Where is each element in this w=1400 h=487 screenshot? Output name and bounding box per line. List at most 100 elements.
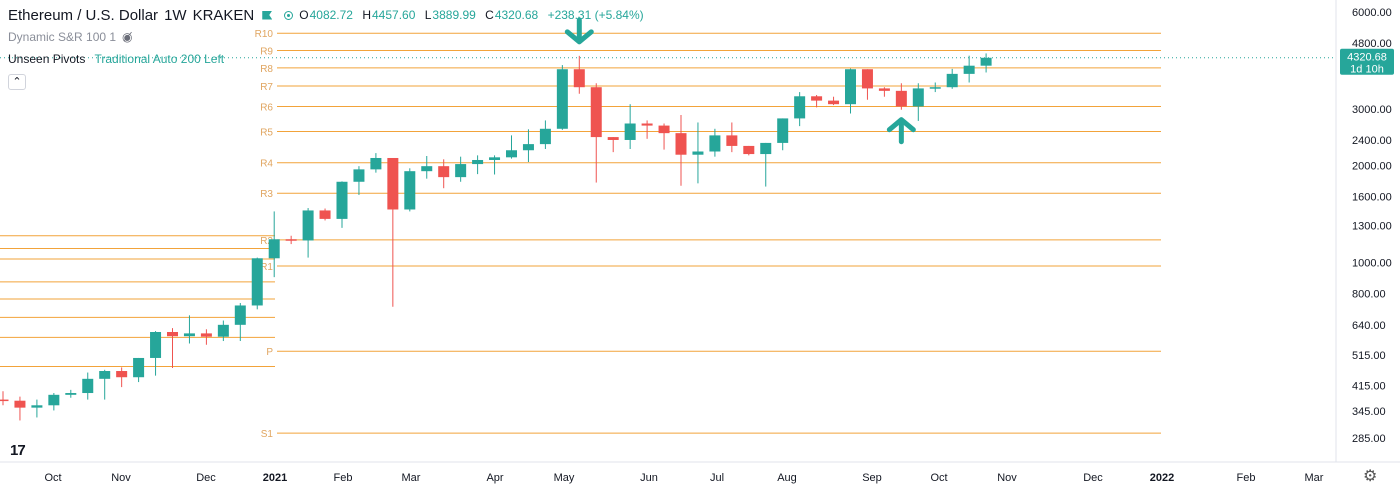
- time-tick-label: Dec: [196, 472, 216, 484]
- candle-body: [472, 159, 484, 165]
- time-tick-label: Nov: [997, 472, 1017, 484]
- price-tick-label: 1300.00: [1352, 221, 1392, 233]
- exchange-label[interactable]: KRAKEN: [192, 6, 255, 24]
- price-tick-label: 345.00: [1352, 406, 1386, 418]
- eye-off-icon[interactable]: ◉̸: [122, 30, 133, 44]
- flag-icon[interactable]: [262, 10, 273, 20]
- candle-body: [438, 166, 450, 178]
- candle-body: [845, 69, 856, 105]
- indicator-row-2[interactable]: Unseen Pivots Traditional Auto 200 Left: [8, 48, 656, 70]
- candle-body: [353, 169, 365, 182]
- close-value: 4320.68: [494, 8, 539, 22]
- price-tick-label: 1000.00: [1352, 257, 1392, 269]
- candle-body: [946, 73, 958, 88]
- price-tick-label: 800.00: [1352, 289, 1386, 301]
- gear-icon[interactable]: ⚙: [1363, 468, 1378, 485]
- candle-body: [217, 324, 229, 337]
- symbol-title[interactable]: Ethereum / U.S. Dollar: [8, 6, 159, 24]
- symbol-row[interactable]: Ethereum / U.S. Dollar 1W KRAKEN O4082.7…: [8, 4, 656, 26]
- candle-body: [590, 87, 602, 138]
- candle-body: [116, 371, 128, 378]
- indicator-params: Traditional Auto 200 Left: [94, 52, 225, 66]
- time-tick-label: May: [554, 472, 575, 484]
- candle-body: [539, 128, 551, 145]
- pivot-label: R7: [260, 82, 273, 93]
- candle-body: [726, 135, 738, 146]
- candle-body: [709, 135, 721, 152]
- candle-body: [421, 166, 433, 172]
- candle-body: [268, 239, 280, 259]
- candle-body: [285, 239, 297, 241]
- candle-body: [658, 125, 670, 134]
- tradingview-logo-icon: 17: [10, 442, 26, 459]
- low-value: 3889.99: [432, 8, 476, 22]
- price-tick-label: 6000.00: [1352, 7, 1392, 19]
- price-tick-label: 2400.00: [1352, 135, 1392, 147]
- pivot-label: R6: [260, 102, 273, 113]
- candle-body: [556, 69, 568, 129]
- candle-body: [302, 210, 314, 241]
- pivot-label: S1: [261, 429, 274, 440]
- pivot-label: R10: [255, 29, 274, 40]
- candle-body: [506, 150, 517, 158]
- candle-body: [624, 123, 636, 140]
- candle-body: [200, 333, 212, 337]
- chart-legend: Ethereum / U.S. Dollar 1W KRAKEN O4082.7…: [8, 4, 656, 70]
- time-tick-label: Oct: [930, 472, 947, 484]
- price-tick-label: 4800.00: [1352, 38, 1392, 50]
- interval-label[interactable]: 1W: [164, 6, 187, 24]
- ohlc-values: O4082.72 H4457.60 L3889.99 C4320.68 +238…: [299, 8, 644, 22]
- candle-body: [607, 137, 619, 140]
- pivot-label: R3: [260, 189, 273, 200]
- time-tick-label: Apr: [486, 472, 503, 484]
- time-tick-label: 2021: [263, 472, 287, 484]
- pivot-label: R5: [260, 127, 273, 138]
- candle-body: [828, 100, 840, 105]
- candle-body: [133, 357, 145, 378]
- pivot-label: R1: [260, 262, 273, 273]
- collapse-legend-button[interactable]: ⌃: [8, 74, 26, 90]
- candles: [0, 53, 992, 421]
- candle-body: [336, 181, 348, 219]
- candle-body: [760, 142, 772, 155]
- price-axis: 6000.00 4800.00 3000.00 2400.00 2000.00 1600.…: [1335, 0, 1394, 462]
- candle-body: [573, 69, 585, 88]
- time-tick-label: Sep: [862, 472, 882, 484]
- candle-body: [370, 157, 382, 170]
- time-tick-label: Jul: [710, 472, 724, 484]
- candle-body: [777, 118, 789, 143]
- candle-body: [929, 87, 941, 89]
- candle-body: [14, 400, 26, 408]
- candle-body: [167, 331, 178, 337]
- pivot-levels: R10 R9 R8 R7 R6 R5 R4 R3 R2 R1 P S1: [0, 29, 1161, 440]
- indicator-row-1[interactable]: Dynamic S&R 100 1 ◉̸: [8, 26, 656, 48]
- change-value: +238.31 (+5.84%): [547, 8, 644, 22]
- time-tick-label: Oct: [44, 472, 61, 484]
- time-tick-label: 2022: [1150, 472, 1174, 484]
- time-tick-label: Feb: [1237, 472, 1256, 484]
- price-tick-label: 515.00: [1352, 350, 1386, 362]
- candle-body: [99, 371, 111, 379]
- indicator-name[interactable]: Dynamic S&R 100 1: [8, 30, 117, 44]
- candle-body: [522, 144, 534, 151]
- candle-body: [692, 151, 704, 155]
- candle-body: [794, 96, 806, 119]
- pivot-label: R2: [260, 236, 273, 247]
- market-status-icon[interactable]: [284, 10, 294, 20]
- candle-body: [48, 394, 60, 406]
- time-axis: Oct Nov Dec 2021 Feb Mar Apr May Jun Jul Aug Sep Oct…: [0, 461, 1400, 484]
- candle-body: [234, 305, 246, 325]
- price-tick-label: 3000.00: [1352, 104, 1392, 116]
- candle-body: [65, 393, 77, 395]
- price-tick-label: 1600.00: [1352, 192, 1392, 204]
- indicator-name: Unseen Pivots: [8, 52, 86, 66]
- candle-body: [0, 399, 9, 402]
- candle-body: [31, 405, 43, 408]
- candle-body: [912, 88, 924, 107]
- signal-arrows: [564, 17, 916, 145]
- time-tick-label: Aug: [777, 472, 797, 484]
- time-tick-label: Mar: [1305, 472, 1324, 484]
- pivot-label: R4: [260, 159, 273, 170]
- price-badge-countdown: 1d 10h: [1350, 64, 1384, 76]
